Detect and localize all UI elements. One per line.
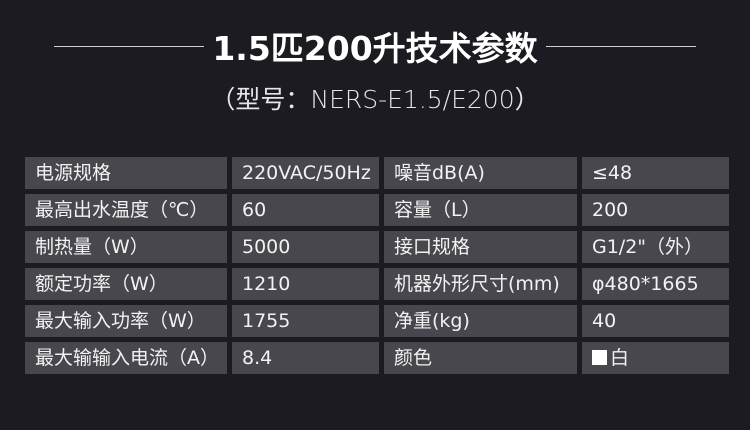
spec-text: 40 xyxy=(592,310,617,332)
spec-label: 机器外形尺寸(mm) xyxy=(384,268,577,300)
spec-label: 颜色 xyxy=(384,342,577,374)
spec-value: 8.4 xyxy=(232,342,379,374)
spec-text: 容量（L） xyxy=(394,199,481,221)
color-swatch xyxy=(592,350,607,365)
spec-value: 220VAC/50Hz xyxy=(232,157,379,189)
spec-text: 220VAC/50Hz xyxy=(242,162,371,184)
spec-text: G1/2"（外） xyxy=(592,236,704,258)
title-divider-right xyxy=(545,45,696,47)
spec-text: 8.4 xyxy=(242,347,273,369)
spec-text: ≤48 xyxy=(592,162,633,184)
spec-text: 接口规格 xyxy=(394,236,471,258)
spec-label: 最大输输入电流（A） xyxy=(25,342,227,374)
spec-text: 最大输入功率（W） xyxy=(35,310,206,332)
page-title: 1.5匹200升技术参数 xyxy=(212,29,538,68)
spec-text: 60 xyxy=(242,199,267,221)
spec-value: φ480*1665 xyxy=(582,268,729,300)
title-bar: 1.5匹200升技术参数 xyxy=(0,24,750,68)
spec-label: 最大输入功率（W） xyxy=(25,305,227,337)
spec-text: 制热量（W） xyxy=(35,236,149,258)
spec-text: 电源规格 xyxy=(35,162,112,184)
spec-value: 60 xyxy=(232,194,379,226)
spec-text: φ480*1665 xyxy=(592,273,699,295)
spec-label: 容量（L） xyxy=(384,194,577,226)
spec-text: 最大输输入电流（A） xyxy=(35,347,219,369)
spec-value: 40 xyxy=(582,305,729,337)
spec-value: G1/2"（外） xyxy=(582,231,729,263)
spec-text: 噪音dB(A) xyxy=(394,162,485,184)
spec-text: 机器外形尺寸(mm) xyxy=(394,273,560,295)
spec-text: 额定功率（W） xyxy=(35,273,168,295)
spec-value: 1755 xyxy=(232,305,379,337)
spec-table: 电源规格 220VAC/50Hz 噪音dB(A) ≤48 最高出水温度（℃） 60 容量（L… xyxy=(25,157,729,374)
spec-label: 噪音dB(A) xyxy=(384,157,577,189)
spec-label: 制热量（W） xyxy=(25,231,227,263)
spec-value: 1210 xyxy=(232,268,379,300)
spec-text: 200 xyxy=(592,199,629,221)
spec-value: 5000 xyxy=(232,231,379,263)
spec-text: 净重(kg) xyxy=(394,310,470,332)
title-divider-left xyxy=(54,45,205,47)
model-subtitle: （型号：NERS-E1.5/E200） xyxy=(210,85,540,114)
spec-text: 最高出水温度（℃） xyxy=(35,199,209,221)
spec-label: 额定功率（W） xyxy=(25,268,227,300)
spec-text: 1210 xyxy=(242,273,291,295)
spec-value: 200 xyxy=(582,194,729,226)
spec-text: 颜色 xyxy=(394,347,433,369)
spec-label: 电源规格 xyxy=(25,157,227,189)
spec-text: 5000 xyxy=(242,236,291,258)
spec-label: 净重(kg) xyxy=(384,305,577,337)
spec-label: 接口规格 xyxy=(384,231,577,263)
spec-label: 最高出水温度（℃） xyxy=(25,194,227,226)
spec-value: ≤48 xyxy=(582,157,729,189)
spec-text: 白 xyxy=(610,347,630,369)
spec-value: 白 xyxy=(582,342,729,374)
spec-text: 1755 xyxy=(242,310,291,332)
